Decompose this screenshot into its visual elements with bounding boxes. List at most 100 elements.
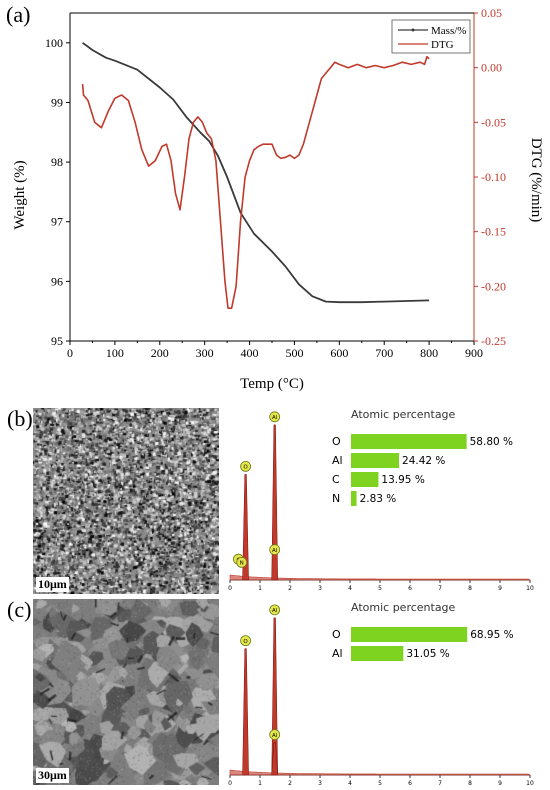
y2-tick-label: -0.20: [481, 279, 506, 293]
edx-peak-label: N: [240, 561, 244, 567]
edx-peak-label: Al: [272, 608, 278, 614]
edx-x-tick-label: 4: [348, 585, 352, 592]
legend-label-dtg: DTG: [431, 39, 454, 51]
y2-tick-label: -0.25: [481, 334, 506, 348]
atomic-element-label: Al: [332, 647, 343, 660]
edx-peak: [271, 424, 278, 581]
edx-x-tick-label: 10: [526, 780, 534, 787]
tga-dtg-chart: (a) 0 100 200 300 400 500 600 700 800 900 95 96 97 98…: [6, 2, 544, 392]
atomic-percentage-bar: [351, 472, 379, 487]
edx-x-tick-label: 1: [258, 585, 262, 592]
y2-tick-label: 0.05: [481, 6, 502, 20]
edx-x-tick-label: 0: [228, 585, 232, 592]
edx-x-tick-label: 1: [258, 780, 262, 787]
y2-tick-label: -0.10: [481, 170, 506, 184]
panel-c: (c) 30μm 0 1 2 3 4 5 6 7 8 9 10 O Al Al Atomic percent…: [0, 593, 550, 790]
atomic-percentage-value: 2.83 %: [360, 493, 397, 505]
x-tick-label: 600: [330, 346, 348, 360]
panel-label-a: (a): [6, 2, 30, 27]
edx-x-tick-label: 6: [408, 780, 412, 787]
y2-tick-label: 0.00: [481, 61, 502, 75]
atomic-percentage-bar: [351, 646, 404, 661]
atomic-percentage-bar: [351, 491, 357, 506]
atomic-percentage-title: Atomic percentage: [351, 601, 456, 614]
edx-x-tick-label: 5: [378, 780, 382, 787]
edx-peak: [242, 474, 249, 581]
atomic-element-label: O: [332, 435, 341, 448]
mass-series-line: [82, 42, 430, 304]
edx-peak-marker: [269, 729, 281, 741]
y2-tick-label: -0.15: [481, 225, 506, 239]
y2-tick-label: -0.05: [481, 115, 506, 129]
panel-label-b: (b): [7, 406, 33, 431]
atomic-percentage-bar: [351, 453, 400, 468]
edx-peak-marker: [240, 635, 252, 647]
y-tick-label: 99: [51, 95, 63, 109]
x-tick-label: 900: [465, 346, 483, 360]
edx-x-tick-label: 8: [468, 780, 472, 787]
edx-peak: [242, 648, 249, 776]
y-axis-label: Weight (%): [12, 160, 28, 229]
legend-box: [391, 19, 471, 54]
edx-x-tick-label: 2: [288, 780, 292, 787]
edx-peak-marker: [269, 411, 281, 423]
edx-spectrum-c: 0 1 2 3 4 5 6 7 8 9 10 O Al Al Atomic percentage O 68.95…: [228, 601, 534, 787]
x-tick-label: 100: [106, 346, 124, 360]
y-tick-label: 98: [51, 155, 63, 169]
atomic-percentage-value: 24.42 %: [402, 455, 445, 467]
edx-x-tick-label: 9: [498, 585, 502, 592]
edx-peak: [271, 742, 278, 776]
edx-x-tick-label: 3: [318, 780, 322, 787]
edx-x-tick-label: 7: [438, 780, 442, 787]
edx-background: [229, 574, 531, 581]
edx-x-tick-label: 10: [526, 585, 534, 592]
y-tick-label: 97: [51, 215, 63, 229]
x-tick-label: 0: [67, 346, 73, 360]
atomic-percentage-value: 68.95 %: [470, 629, 513, 641]
y-tick-label: 95: [51, 334, 63, 348]
edx-peak-marker: [269, 604, 281, 616]
x-tick-label: 500: [285, 346, 303, 360]
atomic-element-label: N: [332, 492, 340, 505]
atomic-percentage-value: 13.95 %: [381, 474, 424, 486]
edx-x-tick-label: 7: [438, 585, 442, 592]
chart-legend: Mass/% DTG: [391, 19, 471, 54]
atomic-percentage-value: 31.05 %: [406, 648, 449, 660]
edx-spectrum-b: 012345678910OAlCNAlAtomic percentageO58.…: [228, 408, 534, 592]
panel-b: (b) 10μm 012345678910OAlCNAlAtomic perce…: [0, 400, 550, 595]
dtg-series-line: [81, 55, 430, 309]
y-tick-label: 96: [51, 274, 63, 288]
edx-peak-label: O: [243, 465, 248, 471]
atomic-element-label: Al: [332, 454, 343, 467]
edx-peak-label: Al: [272, 415, 278, 421]
sem-image-c: 30μm: [33, 599, 219, 785]
scale-bar-label-b: 10μm: [36, 577, 69, 592]
x-tick-label: 800: [420, 346, 438, 360]
atomic-percentage-title: Atomic percentage: [351, 408, 456, 421]
edx-x-tick-label: 0: [228, 780, 232, 787]
y-tick-label: 100: [45, 36, 63, 50]
atomic-element-label: C: [332, 473, 340, 486]
edx-x-tick-label: 5: [378, 585, 382, 592]
edx-peak-marker: [269, 544, 281, 556]
edx-peak-marker: [236, 556, 248, 568]
x-tick-label: 300: [196, 346, 214, 360]
x-axis-label: Temp (°C): [240, 376, 304, 392]
edx-peak-label: O: [243, 639, 248, 645]
legend-marker-mass: [411, 28, 415, 32]
atomic-element-label: O: [332, 628, 341, 641]
edx-x-tick-label: 2: [288, 585, 292, 592]
x-tick-label: 400: [241, 346, 259, 360]
x-tick-label: 200: [151, 346, 169, 360]
edx-peak-label: Al: [272, 548, 278, 554]
y2-axis-label: DTG (%/min): [528, 138, 544, 223]
scale-bar-label-c: 30μm: [36, 768, 69, 783]
x-tick-label: 700: [375, 346, 393, 360]
edx-background: [229, 769, 531, 776]
legend-label-mass: Mass/%: [431, 25, 466, 37]
edx-x-tick-label: 6: [408, 585, 412, 592]
panel-label-c: (c): [7, 597, 32, 622]
edx-peak-marker: [240, 461, 252, 472]
edx-x-tick-label: 3: [318, 585, 322, 592]
edx-x-tick-label: 8: [468, 585, 472, 592]
